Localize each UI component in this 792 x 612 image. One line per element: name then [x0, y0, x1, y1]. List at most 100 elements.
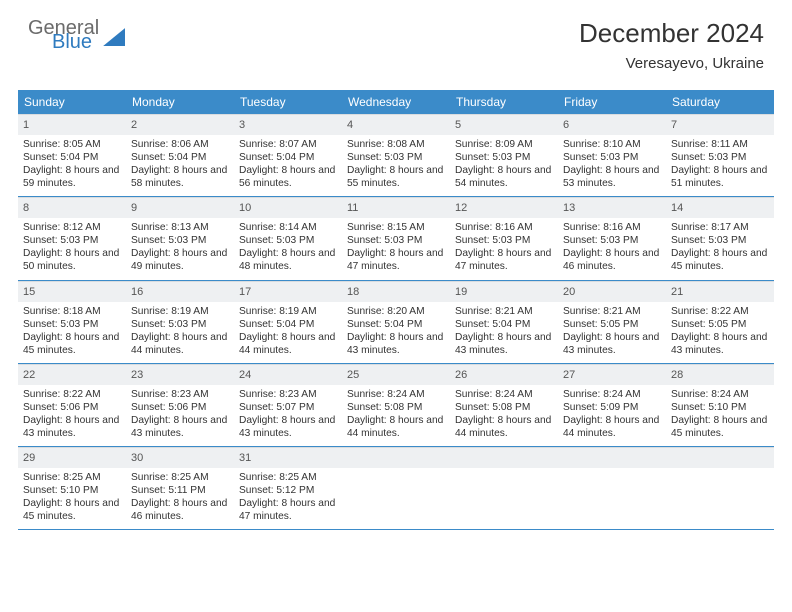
daylight-text: Daylight: 8 hours and 54 minutes.: [455, 164, 553, 190]
weekday-wed: Wednesday: [342, 90, 450, 114]
calendar-cell: 22Sunrise: 8:22 AMSunset: 5:06 PMDayligh…: [18, 364, 126, 446]
calendar-cell: [342, 447, 450, 529]
day-number: [666, 447, 774, 468]
day-details: Sunrise: 8:16 AMSunset: 5:03 PMDaylight:…: [450, 218, 558, 279]
daylight-text: Daylight: 8 hours and 44 minutes.: [455, 414, 553, 440]
calendar-cell: 27Sunrise: 8:24 AMSunset: 5:09 PMDayligh…: [558, 364, 666, 446]
calendar-cell: 5Sunrise: 8:09 AMSunset: 5:03 PMDaylight…: [450, 114, 558, 196]
calendar-cell: 23Sunrise: 8:23 AMSunset: 5:06 PMDayligh…: [126, 364, 234, 446]
calendar-cell: 6Sunrise: 8:10 AMSunset: 5:03 PMDaylight…: [558, 114, 666, 196]
sunrise-text: Sunrise: 8:24 AM: [455, 388, 553, 401]
calendar-cell: 19Sunrise: 8:21 AMSunset: 5:04 PMDayligh…: [450, 281, 558, 363]
day-number: 31: [234, 447, 342, 468]
calendar-cell: 4Sunrise: 8:08 AMSunset: 5:03 PMDaylight…: [342, 114, 450, 196]
day-details: Sunrise: 8:13 AMSunset: 5:03 PMDaylight:…: [126, 218, 234, 279]
day-number: 1: [18, 114, 126, 135]
sunset-text: Sunset: 5:08 PM: [455, 401, 553, 414]
calendar-cell: 13Sunrise: 8:16 AMSunset: 5:03 PMDayligh…: [558, 197, 666, 279]
calendar-week: 1Sunrise: 8:05 AMSunset: 5:04 PMDaylight…: [18, 114, 774, 197]
calendar-cell: 29Sunrise: 8:25 AMSunset: 5:10 PMDayligh…: [18, 447, 126, 529]
daylight-text: Daylight: 8 hours and 43 minutes.: [671, 331, 769, 357]
day-number: 7: [666, 114, 774, 135]
sunrise-text: Sunrise: 8:23 AM: [131, 388, 229, 401]
weekday-mon: Monday: [126, 90, 234, 114]
sail-icon: [103, 28, 125, 46]
daylight-text: Daylight: 8 hours and 58 minutes.: [131, 164, 229, 190]
sunrise-text: Sunrise: 8:07 AM: [239, 138, 337, 151]
day-details: Sunrise: 8:23 AMSunset: 5:06 PMDaylight:…: [126, 385, 234, 446]
calendar-cell: [666, 447, 774, 529]
calendar-cell: 7Sunrise: 8:11 AMSunset: 5:03 PMDaylight…: [666, 114, 774, 196]
calendar-week: 22Sunrise: 8:22 AMSunset: 5:06 PMDayligh…: [18, 364, 774, 447]
sunrise-text: Sunrise: 8:22 AM: [671, 305, 769, 318]
calendar-cell: 9Sunrise: 8:13 AMSunset: 5:03 PMDaylight…: [126, 197, 234, 279]
day-number: 2: [126, 114, 234, 135]
sunrise-text: Sunrise: 8:24 AM: [671, 388, 769, 401]
day-details: Sunrise: 8:15 AMSunset: 5:03 PMDaylight:…: [342, 218, 450, 279]
sunset-text: Sunset: 5:03 PM: [131, 318, 229, 331]
sunrise-text: Sunrise: 8:25 AM: [131, 471, 229, 484]
calendar-cell: 15Sunrise: 8:18 AMSunset: 5:03 PMDayligh…: [18, 281, 126, 363]
daylight-text: Daylight: 8 hours and 43 minutes.: [347, 331, 445, 357]
day-details: Sunrise: 8:10 AMSunset: 5:03 PMDaylight:…: [558, 135, 666, 196]
daylight-text: Daylight: 8 hours and 44 minutes.: [239, 331, 337, 357]
day-number: 9: [126, 197, 234, 218]
sunrise-text: Sunrise: 8:21 AM: [455, 305, 553, 318]
sunrise-text: Sunrise: 8:24 AM: [563, 388, 661, 401]
daylight-text: Daylight: 8 hours and 44 minutes.: [347, 414, 445, 440]
sunset-text: Sunset: 5:11 PM: [131, 484, 229, 497]
weekday-thu: Thursday: [450, 90, 558, 114]
sunset-text: Sunset: 5:03 PM: [671, 234, 769, 247]
day-number: 21: [666, 281, 774, 302]
calendar-week: 8Sunrise: 8:12 AMSunset: 5:03 PMDaylight…: [18, 197, 774, 280]
daylight-text: Daylight: 8 hours and 45 minutes.: [23, 497, 121, 523]
day-details: Sunrise: 8:22 AMSunset: 5:05 PMDaylight:…: [666, 302, 774, 363]
day-number: 20: [558, 281, 666, 302]
brand-word-2: Blue: [52, 32, 99, 52]
day-number: 22: [18, 364, 126, 385]
daylight-text: Daylight: 8 hours and 45 minutes.: [671, 247, 769, 273]
day-number: 12: [450, 197, 558, 218]
day-details: Sunrise: 8:06 AMSunset: 5:04 PMDaylight:…: [126, 135, 234, 196]
day-number: 26: [450, 364, 558, 385]
day-details: Sunrise: 8:25 AMSunset: 5:11 PMDaylight:…: [126, 468, 234, 529]
sunrise-text: Sunrise: 8:23 AM: [239, 388, 337, 401]
daylight-text: Daylight: 8 hours and 46 minutes.: [563, 247, 661, 273]
day-number: 18: [342, 281, 450, 302]
sunrise-text: Sunrise: 8:06 AM: [131, 138, 229, 151]
day-details: Sunrise: 8:08 AMSunset: 5:03 PMDaylight:…: [342, 135, 450, 196]
sunrise-text: Sunrise: 8:13 AM: [131, 221, 229, 234]
daylight-text: Daylight: 8 hours and 43 minutes.: [23, 414, 121, 440]
day-number: 27: [558, 364, 666, 385]
calendar-cell: 11Sunrise: 8:15 AMSunset: 5:03 PMDayligh…: [342, 197, 450, 279]
day-number: 28: [666, 364, 774, 385]
day-details: Sunrise: 8:24 AMSunset: 5:10 PMDaylight:…: [666, 385, 774, 446]
sunrise-text: Sunrise: 8:21 AM: [563, 305, 661, 318]
sunrise-text: Sunrise: 8:16 AM: [455, 221, 553, 234]
daylight-text: Daylight: 8 hours and 46 minutes.: [131, 497, 229, 523]
daylight-text: Daylight: 8 hours and 43 minutes.: [563, 331, 661, 357]
calendar-cell: 18Sunrise: 8:20 AMSunset: 5:04 PMDayligh…: [342, 281, 450, 363]
sunrise-text: Sunrise: 8:18 AM: [23, 305, 121, 318]
sunrise-text: Sunrise: 8:22 AM: [23, 388, 121, 401]
day-details: Sunrise: 8:25 AMSunset: 5:10 PMDaylight:…: [18, 468, 126, 529]
day-details: Sunrise: 8:22 AMSunset: 5:06 PMDaylight:…: [18, 385, 126, 446]
sunrise-text: Sunrise: 8:24 AM: [347, 388, 445, 401]
sunset-text: Sunset: 5:08 PM: [347, 401, 445, 414]
sunset-text: Sunset: 5:05 PM: [671, 318, 769, 331]
header: General Blue December 2024 Veresayevo, U…: [0, 0, 792, 82]
sunrise-text: Sunrise: 8:17 AM: [671, 221, 769, 234]
sunrise-text: Sunrise: 8:15 AM: [347, 221, 445, 234]
weekday-header: Sunday Monday Tuesday Wednesday Thursday…: [18, 90, 774, 114]
calendar-cell: 10Sunrise: 8:14 AMSunset: 5:03 PMDayligh…: [234, 197, 342, 279]
day-number: 6: [558, 114, 666, 135]
daylight-text: Daylight: 8 hours and 56 minutes.: [239, 164, 337, 190]
calendar-week: 15Sunrise: 8:18 AMSunset: 5:03 PMDayligh…: [18, 281, 774, 364]
sunrise-text: Sunrise: 8:08 AM: [347, 138, 445, 151]
calendar-cell: 12Sunrise: 8:16 AMSunset: 5:03 PMDayligh…: [450, 197, 558, 279]
sunset-text: Sunset: 5:12 PM: [239, 484, 337, 497]
sunset-text: Sunset: 5:04 PM: [455, 318, 553, 331]
brand-logo: General Blue: [28, 18, 125, 52]
day-details: Sunrise: 8:24 AMSunset: 5:09 PMDaylight:…: [558, 385, 666, 446]
day-number: 4: [342, 114, 450, 135]
